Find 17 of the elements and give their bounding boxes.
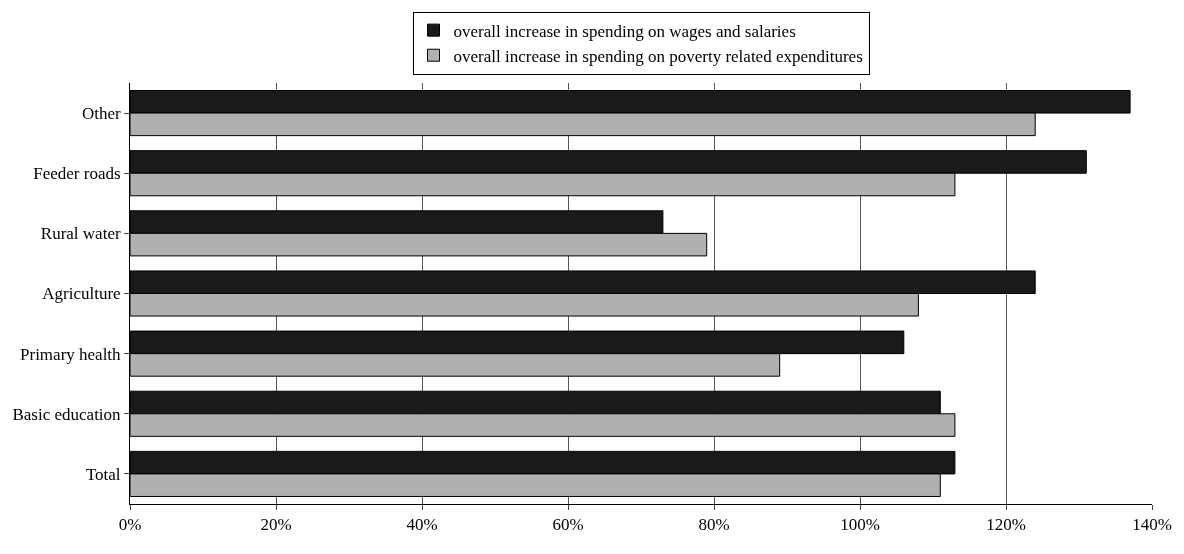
- x-tick-label: 60%: [552, 515, 584, 535]
- x-tick-label: 40%: [406, 515, 438, 535]
- x-tick-label: 140%: [1132, 515, 1172, 535]
- y-tick-label: Rural water: [40, 224, 121, 244]
- legend-label: overall increase in spending on wages and salaries: [453, 21, 796, 41]
- legend-label: overall increase in spending on poverty related expenditures: [453, 46, 863, 66]
- y-tick-label: Agriculture: [42, 284, 121, 304]
- y-tick-label: Basic education: [12, 404, 122, 424]
- x-tick-label: 100%: [840, 515, 880, 535]
- y-tick-label: Other: [81, 104, 121, 124]
- x-tick-label: 80%: [698, 515, 730, 535]
- y-tick-label: Total: [85, 464, 121, 484]
- x-tick-label: 0%: [118, 515, 142, 535]
- y-tick-label: Primary health: [20, 344, 122, 364]
- x-tick-label: 120%: [986, 515, 1026, 535]
- x-tick-label: 20%: [260, 515, 292, 535]
- y-tick-label: Feeder roads: [33, 164, 121, 184]
